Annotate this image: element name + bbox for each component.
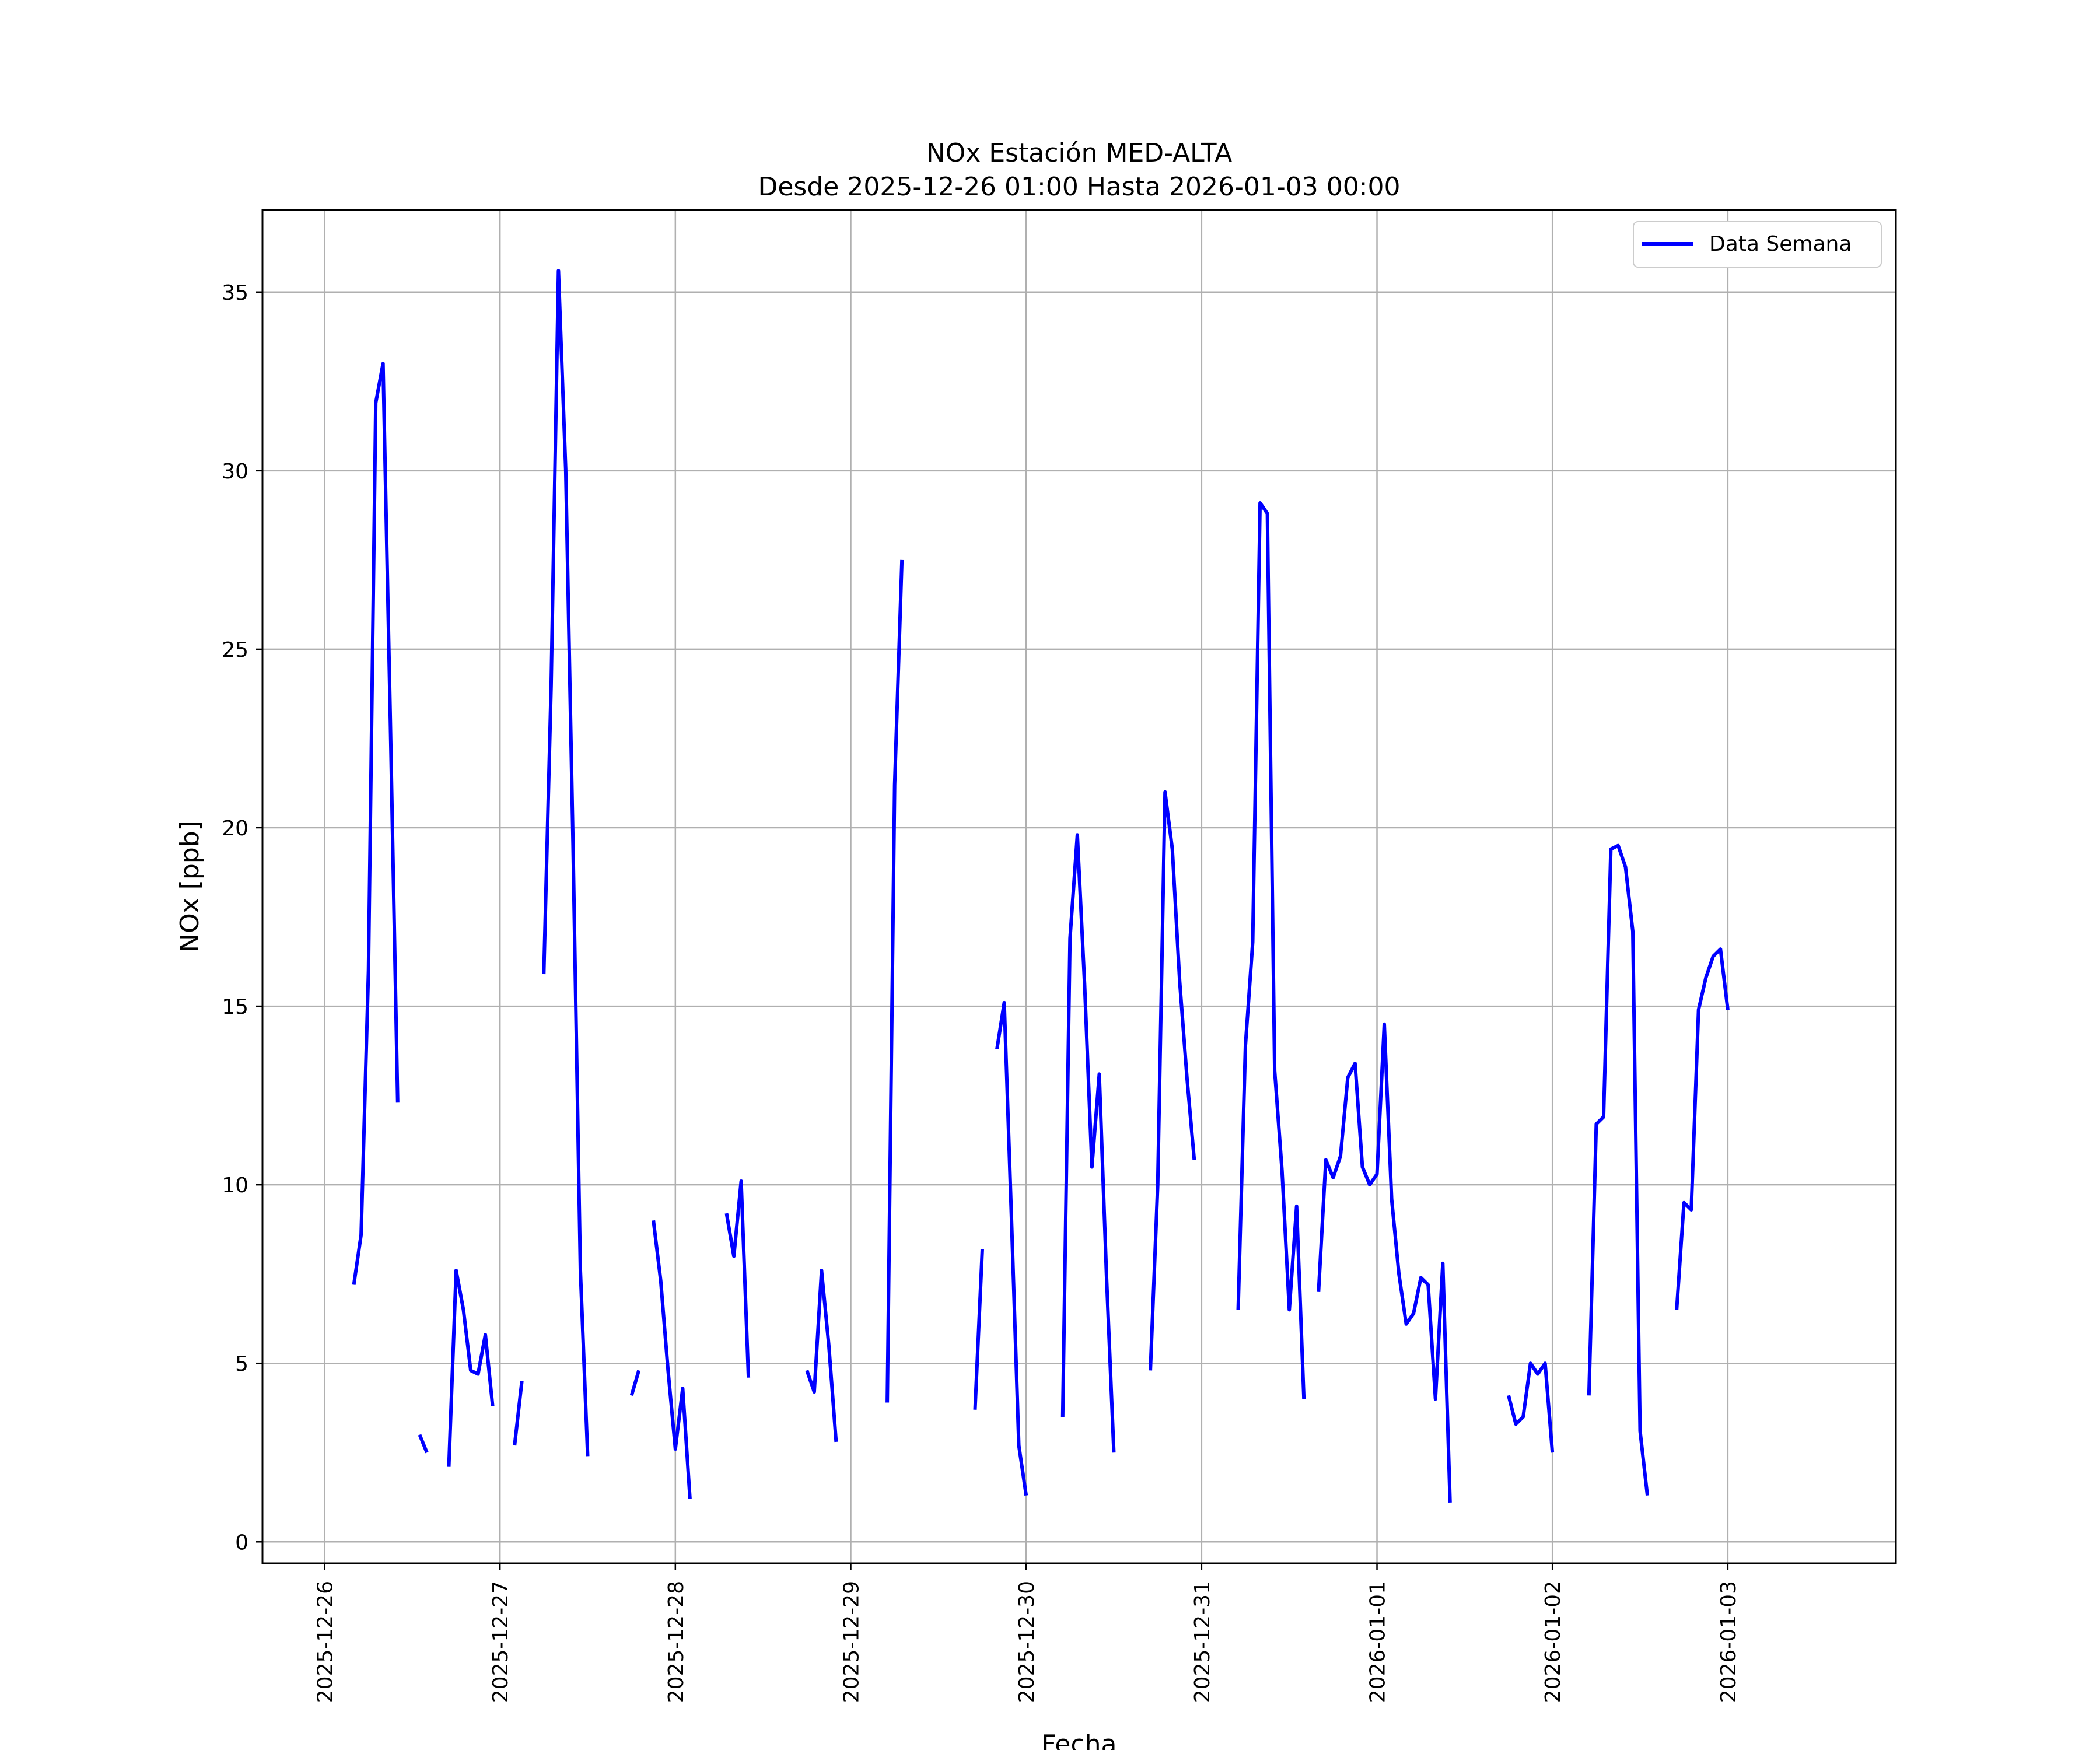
series-line-segment: [1587, 844, 1649, 1496]
series-line-segment: [542, 269, 590, 1457]
x-tick-label: 2025-12-26: [313, 1581, 337, 1703]
series-line-segment: [1317, 1022, 1452, 1503]
x-tick-label: 2025-12-30: [1015, 1581, 1039, 1703]
x-tick-label: 2025-12-28: [664, 1581, 688, 1703]
y-tick-label: 25: [222, 638, 249, 662]
y-tick-label: 10: [222, 1174, 249, 1198]
chart-subtitle: Desde 2025-12-26 01:00 Hasta 2026-01-03 …: [758, 172, 1400, 202]
series-line-segment: [513, 1381, 524, 1446]
y-tick-label: 35: [222, 281, 249, 305]
legend: Data Semana: [1633, 221, 1882, 268]
series-line-segment: [995, 1000, 1028, 1496]
series-line-segment: [724, 1180, 751, 1378]
series-line-segment: [886, 559, 904, 1403]
series-line-segment: [418, 1434, 429, 1454]
y-tick-label: 20: [222, 817, 249, 841]
series-line-segment: [1675, 947, 1730, 1310]
x-tick-label: 2026-01-02: [1541, 1581, 1565, 1703]
y-tick-label: 0: [235, 1531, 249, 1555]
series-line-segment: [1149, 790, 1196, 1371]
series-line-segment: [1236, 501, 1306, 1399]
series-line-segment: [652, 1220, 692, 1499]
grid-lines: [262, 210, 1896, 1563]
x-tick-label: 2025-12-27: [489, 1581, 513, 1703]
series-line-segment: [973, 1249, 984, 1410]
legend-label-data-semana: Data Semana: [1709, 232, 1852, 256]
y-tick-label: 5: [235, 1352, 249, 1376]
y-tick-label: 30: [222, 460, 249, 484]
x-tick-label: 2025-12-31: [1191, 1581, 1214, 1703]
x-tick-label: 2026-01-03: [1717, 1581, 1741, 1703]
legend-box: [1633, 221, 1882, 268]
y-tick-label: 15: [222, 995, 249, 1019]
series-line-segment: [447, 1269, 495, 1467]
x-tick-label: 2025-12-29: [840, 1581, 864, 1703]
chart-title: NOx Estación MED-ALTA: [926, 138, 1232, 168]
series-line-segment: [805, 1269, 838, 1443]
series-line-segment: [1507, 1362, 1555, 1453]
series-line-segment: [1060, 833, 1116, 1453]
x-tick-label: 2026-01-01: [1366, 1581, 1390, 1703]
series-line-segment: [352, 362, 400, 1285]
plot-frame: [261, 209, 1897, 1564]
x-axis-label: Fecha: [1041, 1730, 1116, 1750]
data-series-layer: [352, 269, 1730, 1503]
series-line-segment: [629, 1370, 641, 1396]
axis-ticks: 0 5 10 15 20 25 30 35 2025-12-26 2025-12-27 2025-1…: [222, 281, 1741, 1703]
y-axis-label: NOx [ppb]: [175, 821, 205, 953]
